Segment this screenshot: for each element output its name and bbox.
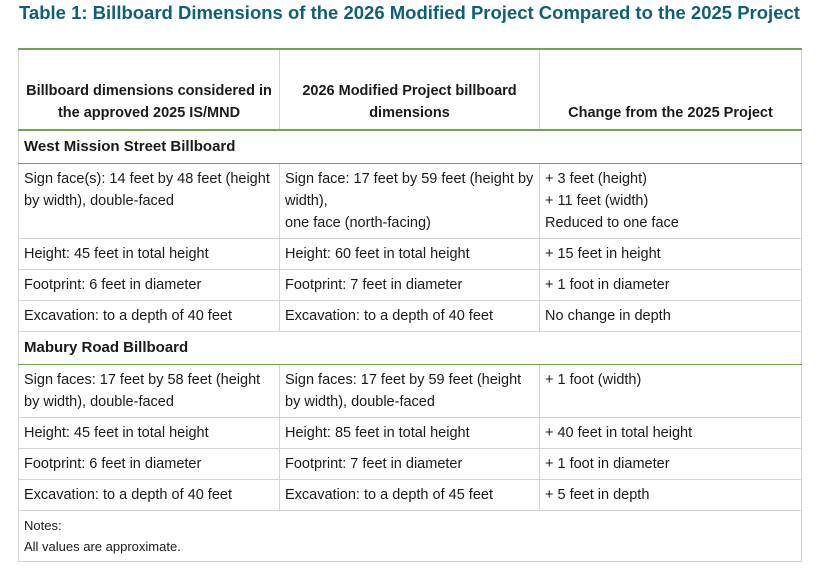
table-row: Sign face(s): 14 feet by 48 feet (height… xyxy=(18,163,802,239)
billboard-dimensions-table: Billboard dimensions considered in the a… xyxy=(18,48,802,562)
notes-text: All values are approximate. xyxy=(24,539,181,554)
table-header-row: Billboard dimensions considered in the a… xyxy=(18,48,802,131)
cell-modified-line: one face (north-facing) xyxy=(285,215,431,231)
notes-label: Notes: xyxy=(24,518,62,533)
table-row: Height: 45 feet in total height Height: 6… xyxy=(18,238,802,270)
cell-change-line: + 1 foot in diameter xyxy=(545,277,670,293)
cell-change-line: + 1 foot in diameter xyxy=(545,456,670,472)
cell-modified: Excavation: to a depth of 40 feet xyxy=(279,300,540,332)
cell-modified: Footprint: 7 feet in diameter xyxy=(279,269,540,301)
table-row: Footprint: 6 feet in diameter Footprint: … xyxy=(18,448,802,480)
cell-change: + 40 feet in total height xyxy=(539,417,802,449)
header-modified: 2026 Modified Project billboard dimensio… xyxy=(279,48,540,131)
cell-modified: Sign face: 17 feet by 59 feet (height by… xyxy=(279,163,540,239)
header-approved: Billboard dimensions considered in the a… xyxy=(18,48,280,131)
cell-change-line: + 40 feet in total height xyxy=(545,425,693,441)
cell-approved: Sign faces: 17 feet by 58 feet (height b… xyxy=(18,364,280,418)
section-row: Mabury Road Billboard xyxy=(18,331,802,365)
table-row: Footprint: 6 feet in diameter Footprint: … xyxy=(18,269,802,301)
notes-row: Notes: All values are approximate. xyxy=(18,510,802,562)
header-change: Change from the 2025 Project xyxy=(539,48,802,131)
cell-modified-line: Sign faces: 17 feet by 59 feet (height b… xyxy=(285,372,522,410)
cell-modified: Height: 60 feet in total height xyxy=(279,238,540,270)
cell-change-line: Reduced to one face xyxy=(545,215,679,231)
cell-modified: Sign faces: 17 feet by 59 feet (height b… xyxy=(279,364,540,418)
table-row: Height: 45 feet in total height Height: 8… xyxy=(18,417,802,449)
cell-approved: Excavation: to a depth of 40 feet xyxy=(18,479,280,511)
cell-change-line: + 11 feet (width) xyxy=(545,193,649,209)
table-body: West Mission Street Billboard Sign face(s… xyxy=(18,129,802,511)
cell-approved: Footprint: 6 feet in diameter xyxy=(18,448,280,480)
cell-change-line: + 15 feet in height xyxy=(545,246,661,262)
cell-change: + 15 feet in height xyxy=(539,238,802,270)
cell-modified: Excavation: to a depth of 45 feet xyxy=(279,479,540,511)
cell-modified-line: Sign face: 17 feet by 59 feet (height by… xyxy=(285,171,534,209)
cell-change: + 3 feet (height) + 11 feet (width) Reduce… xyxy=(539,163,802,239)
cell-change: + 1 foot (width) xyxy=(539,364,802,418)
cell-change: No change in depth xyxy=(539,300,802,332)
table-title: Table 1: Billboard Dimensions of the 202… xyxy=(19,2,800,23)
cell-approved: Height: 45 feet in total height xyxy=(18,238,280,270)
cell-approved: Sign face(s): 14 feet by 48 feet (height… xyxy=(18,163,280,239)
cell-approved: Excavation: to a depth of 40 feet xyxy=(18,300,280,332)
cell-change: + 1 foot in diameter xyxy=(539,448,802,480)
table-row: Sign faces: 17 feet by 58 feet (height b… xyxy=(18,364,802,418)
cell-modified-line: Excavation: to a depth of 45 feet xyxy=(285,487,493,503)
table-row: Excavation: to a depth of 40 feet Excavat… xyxy=(18,300,802,332)
cell-modified-line: Excavation: to a depth of 40 feet xyxy=(285,308,493,324)
section-title: West Mission Street Billboard xyxy=(18,129,802,164)
cell-modified-line: Footprint: 7 feet in diameter xyxy=(285,456,463,472)
cell-approved: Height: 45 feet in total height xyxy=(18,417,280,449)
cell-change-line: No change in depth xyxy=(545,308,671,324)
cell-modified-line: Height: 85 feet in total height xyxy=(285,425,470,441)
cell-change-line: + 5 feet in depth xyxy=(545,487,650,503)
cell-change-line: + 1 foot (width) xyxy=(545,372,642,388)
cell-change-line: + 3 feet (height) xyxy=(545,171,647,187)
notes-cell: Notes: All values are approximate. xyxy=(18,510,802,562)
cell-modified-line: Height: 60 feet in total height xyxy=(285,246,470,262)
table-row: Excavation: to a depth of 40 feet Excavat… xyxy=(18,479,802,511)
cell-change: + 5 feet in depth xyxy=(539,479,802,511)
cell-modified: Footprint: 7 feet in diameter xyxy=(279,448,540,480)
section-title: Mabury Road Billboard xyxy=(18,331,802,365)
cell-modified-line: Footprint: 7 feet in diameter xyxy=(285,277,463,293)
cell-modified: Height: 85 feet in total height xyxy=(279,417,540,449)
cell-change: + 1 foot in diameter xyxy=(539,269,802,301)
cell-approved: Footprint: 6 feet in diameter xyxy=(18,269,280,301)
section-row: West Mission Street Billboard xyxy=(18,129,802,164)
